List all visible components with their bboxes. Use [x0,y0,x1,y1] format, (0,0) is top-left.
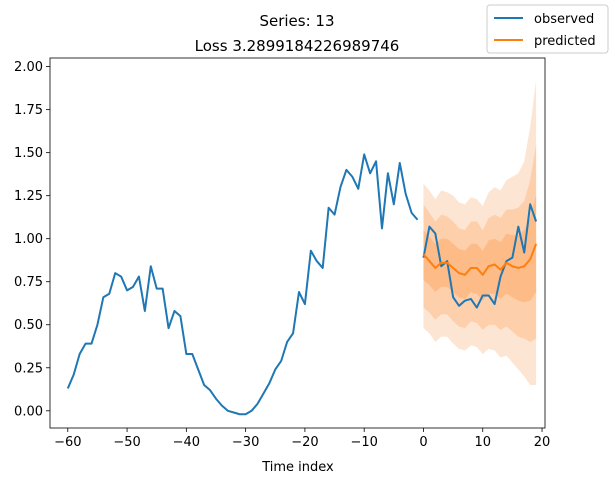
x-tick-label: 20 [534,435,551,450]
y-tick-label: 0.00 [14,404,43,419]
x-tick-label: −20 [291,435,318,450]
plot-area [66,80,538,416]
y-tick-label: 2.00 [14,60,43,75]
y-tick-label: 0.25 [14,361,43,376]
x-tick-label: −50 [113,435,140,450]
x-tick-label: −40 [173,435,200,450]
chart-title: Series: 13 [259,12,334,30]
x-tick-label: 10 [474,435,491,450]
legend: observed predicted [486,4,609,54]
observed-series-line-0 [66,153,419,416]
x-axis-label: Time index [261,460,334,475]
y-tick-label: 1.75 [14,103,43,118]
observed-series-line-1 [422,203,538,309]
x-tick-label: −30 [232,435,259,450]
y-tick-label: 1.25 [14,189,43,204]
prediction-band-inner [423,195,537,303]
y-axis: 0.00 0.25 0.50 0.75 1.00 1.25 1.50 1.75 2.00 [14,60,50,419]
x-axis: −60 −50 −40 −30 −20 −10 0 10 20 [54,428,550,450]
x-tick-label: −60 [54,435,81,450]
y-tick-label: 0.50 [14,318,43,333]
x-tick-label: 0 [419,435,427,450]
y-tick-label: 1.00 [14,232,43,247]
legend-predicted-label: predicted [534,34,596,49]
y-tick-label: 0.75 [14,275,43,290]
y-tick-label: 1.50 [14,146,43,161]
predicted-series-line-2 [422,243,538,276]
axes-frame [49,57,546,429]
legend-observed-label: observed [534,12,594,27]
chart-subtitle: Loss 3.2899184226989746 [195,37,400,55]
x-tick-label: −10 [350,435,377,450]
